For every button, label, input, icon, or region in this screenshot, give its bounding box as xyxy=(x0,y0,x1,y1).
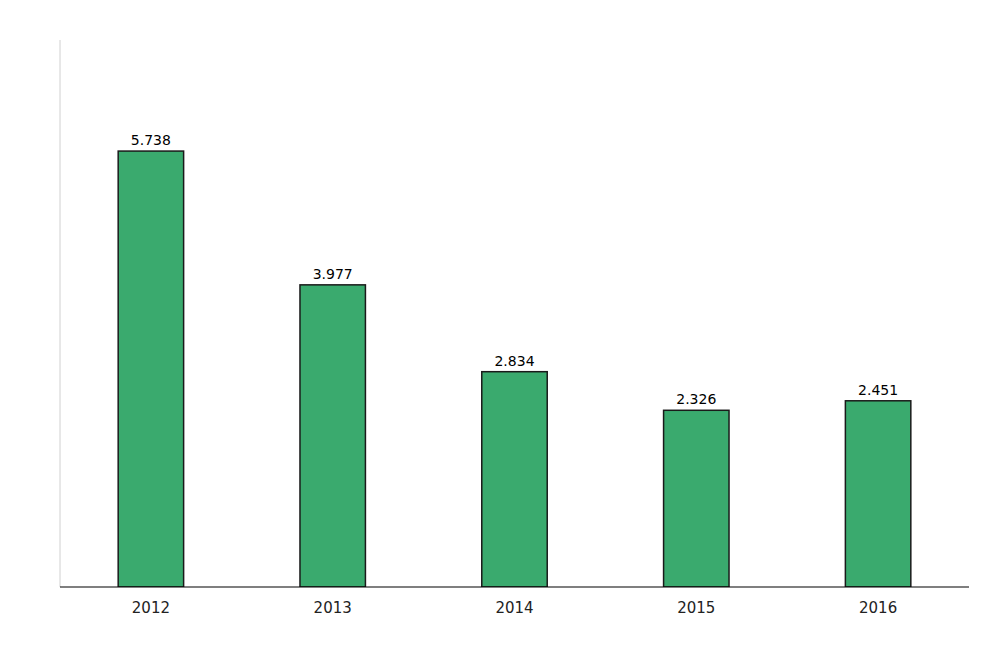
x-axis-line xyxy=(60,586,969,587)
x-tick-label: 2013 xyxy=(314,599,352,617)
bar xyxy=(482,372,547,587)
chart-container: 5.7383.9772.8342.3262.451201220132014201… xyxy=(0,0,999,647)
data-labels: 5.738 3.977 2.834 2.326 2.451 xyxy=(131,132,898,407)
page: {"chart_data": {"type": "bar", "categori… xyxy=(0,0,999,647)
x-tick-label: 2012 xyxy=(132,599,170,617)
bar xyxy=(118,151,183,587)
x-tick-label: 2016 xyxy=(859,599,897,617)
data-label: 2.834 xyxy=(494,353,534,369)
bars xyxy=(118,151,911,587)
x-tick-label: 2015 xyxy=(677,599,715,617)
bar xyxy=(845,401,910,587)
x-tick-label: 2014 xyxy=(495,599,533,617)
y-range-line xyxy=(60,40,61,587)
data-label: 5.738 xyxy=(131,132,171,148)
x-ticks: 2012 2013 2014 2015 2016 xyxy=(132,599,897,617)
chart-svg: 5.7383.9772.8342.3262.451201220132014201… xyxy=(0,0,999,647)
bar xyxy=(300,285,365,587)
data-label: 2.326 xyxy=(676,391,716,407)
data-label: 3.977 xyxy=(313,266,353,282)
bar xyxy=(664,410,729,587)
data-label: 2.451 xyxy=(858,382,898,398)
